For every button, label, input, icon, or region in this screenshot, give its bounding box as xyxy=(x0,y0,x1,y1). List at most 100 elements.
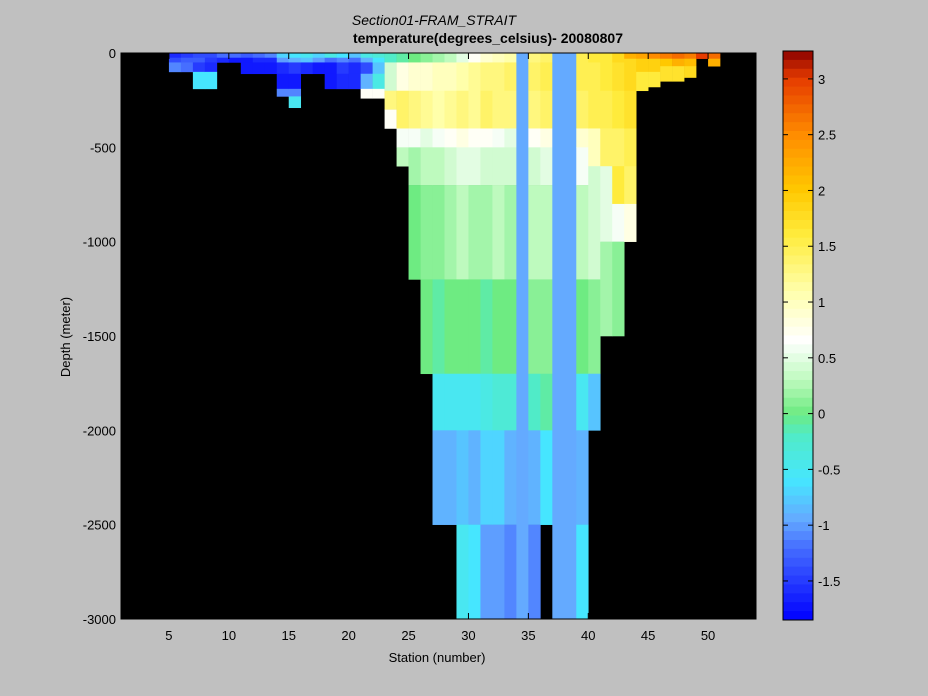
heatmap-cell xyxy=(504,147,517,186)
heatmap-cell xyxy=(624,166,637,205)
heatmap-cell xyxy=(468,185,481,280)
colorbar-band xyxy=(783,113,813,123)
y-tick-label: -2500 xyxy=(83,518,116,533)
heatmap-cell xyxy=(456,53,469,63)
heatmap-cell xyxy=(624,90,637,129)
heatmap-cell xyxy=(624,203,637,242)
heatmap-cell xyxy=(432,430,445,525)
heatmap-cell xyxy=(552,53,577,620)
x-tick-label: 30 xyxy=(461,628,475,643)
colorbar-tick-label: 3 xyxy=(818,72,825,87)
heatmap-cell xyxy=(588,90,601,129)
heatmap-cell xyxy=(408,128,421,148)
heatmap-cell xyxy=(420,90,433,129)
colorbar-tick-label: -1 xyxy=(818,518,830,533)
heatmap-cell xyxy=(444,147,457,186)
colorbar-tick-label: 2 xyxy=(818,183,825,198)
x-tick-label: 35 xyxy=(521,628,535,643)
heatmap-cell xyxy=(300,57,313,63)
heatmap-cell xyxy=(612,62,625,92)
heatmap-cell xyxy=(672,58,685,67)
heatmap-cell xyxy=(396,53,409,63)
colorbar-band xyxy=(783,362,813,372)
colorbar-band xyxy=(783,148,813,159)
heatmap-cell xyxy=(192,57,206,63)
heatmap-cell xyxy=(384,90,397,110)
heatmap-cell xyxy=(396,128,409,148)
colorbar-band xyxy=(783,397,813,408)
heatmap-cell xyxy=(612,53,625,63)
colorbar-band xyxy=(783,308,813,319)
heatmap-cell xyxy=(276,57,290,63)
heatmap-cell xyxy=(276,62,290,75)
colorbar-band xyxy=(783,291,813,301)
colorbar-band xyxy=(783,531,813,541)
heatmap-cell xyxy=(492,147,505,186)
heatmap-cell xyxy=(612,241,625,337)
heatmap-cell xyxy=(528,373,541,431)
heatmap-cell xyxy=(612,166,625,205)
heatmap-cell xyxy=(336,62,349,75)
heatmap-cell xyxy=(588,53,601,63)
heatmap-cell xyxy=(360,73,373,90)
x-tick-label: 45 xyxy=(641,628,655,643)
heatmap-cell xyxy=(492,430,505,525)
colorbar-band xyxy=(783,68,813,79)
heatmap-cell xyxy=(456,62,469,92)
heatmap-cell xyxy=(288,53,302,59)
heatmap-cell xyxy=(504,62,517,92)
x-axis-ticks: 5 10 15 20 25 30 35 40 45 50 xyxy=(165,53,715,643)
heatmap-cell xyxy=(372,73,385,90)
heatmap-cell xyxy=(624,58,637,92)
heatmap-cell xyxy=(240,57,254,63)
colorbar-band xyxy=(783,211,813,221)
heatmap-cell xyxy=(660,66,673,82)
colorbar-band xyxy=(783,51,813,61)
colorbar-band xyxy=(783,326,813,336)
heatmap-cell xyxy=(708,53,721,59)
heatmap-cell xyxy=(396,90,409,129)
heatmap-cell xyxy=(612,203,625,242)
heatmap-cell xyxy=(288,73,302,90)
heatmap-cell xyxy=(264,57,278,63)
heatmap-cell xyxy=(420,128,433,148)
heatmap-cell xyxy=(492,373,505,431)
colorbar-band xyxy=(783,406,813,416)
colorbar-band xyxy=(783,166,813,176)
heatmap-cell xyxy=(432,128,445,148)
heatmap-cell xyxy=(600,90,613,129)
heatmap-cell xyxy=(576,430,589,525)
heatmap-cell xyxy=(588,128,601,167)
heatmap-cell xyxy=(408,147,421,186)
colorbar-band xyxy=(783,584,813,594)
heatmap-cell xyxy=(420,53,433,63)
colorbar-band xyxy=(783,388,813,399)
colorbar-tick-label: -1.5 xyxy=(818,574,840,589)
colorbar-tick-label: 1 xyxy=(818,295,825,310)
heatmap-cell xyxy=(372,57,385,63)
heatmap-cell xyxy=(528,185,541,280)
heatmap-cell xyxy=(540,279,553,375)
colorbar-band xyxy=(783,468,813,479)
heatmap-cell xyxy=(192,53,206,59)
colorbar xyxy=(783,51,813,621)
heatmap-cell xyxy=(492,524,505,620)
colorbar-band xyxy=(783,504,813,514)
heatmap-cell xyxy=(468,90,481,129)
x-axis-label: Station (number) xyxy=(389,650,486,665)
heatmap-cell xyxy=(528,53,541,63)
colorbar-band xyxy=(783,433,813,443)
heatmap-cell xyxy=(576,185,589,280)
y-tick-label: -1000 xyxy=(83,235,116,250)
heatmap-cell xyxy=(672,66,685,82)
colorbar-band xyxy=(783,193,813,203)
heatmap-cell xyxy=(204,57,218,63)
heatmap-cell xyxy=(300,62,313,75)
colorbar-band xyxy=(783,415,813,425)
x-tick-label: 40 xyxy=(581,628,595,643)
heatmap-cell xyxy=(360,62,373,75)
heatmap-cell xyxy=(624,128,637,167)
colorbar-band xyxy=(783,299,813,310)
heatmap-cell xyxy=(480,524,493,620)
heatmap-cell xyxy=(312,53,325,59)
